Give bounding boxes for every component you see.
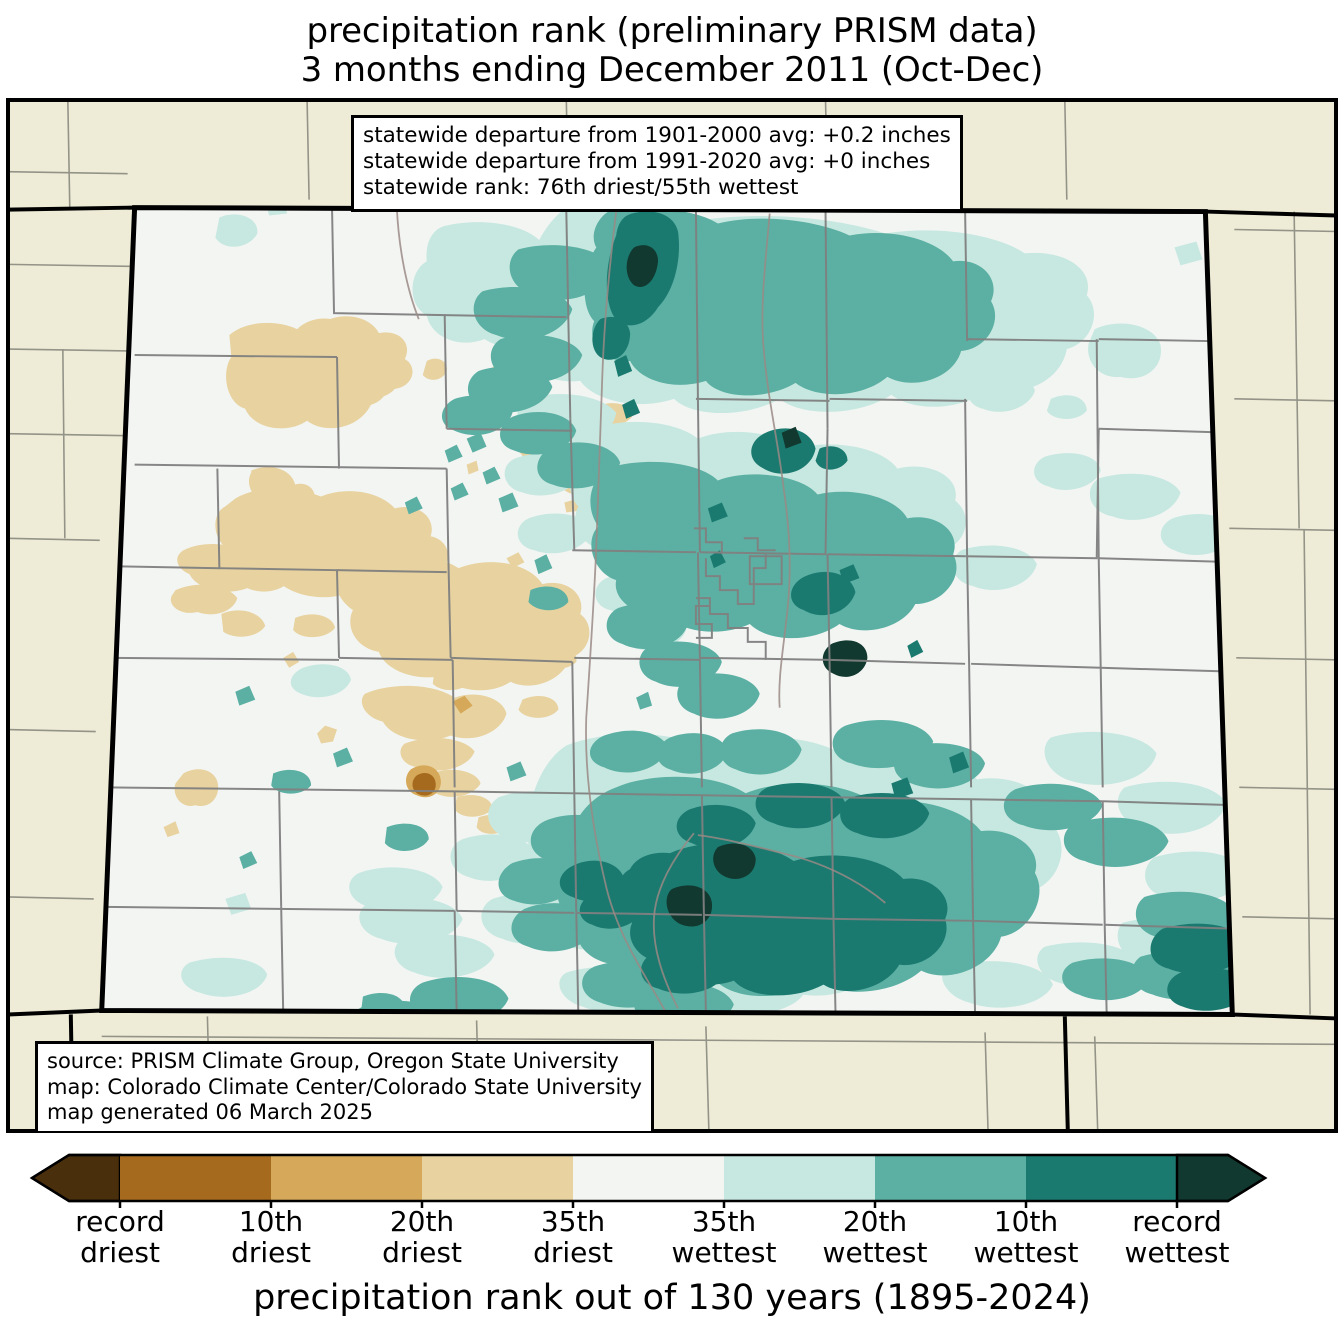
colorbar-swatch-near-normal [573,1155,724,1201]
colorbar-axis-title: precipitation rank out of 130 years (189… [253,1278,1091,1318]
colorbar-label-record-wettest: record wettest [1124,1205,1230,1270]
title-line-2: 3 months ending December 2011 (Oct-Dec) [300,49,1044,90]
rank-record-wettest-band [626,245,868,927]
colorbar-swatch-10th-driest [120,1155,271,1201]
colorbar-label-35th-wettest: 35th wettest [671,1205,777,1270]
colorbar [0,1148,1344,1208]
colorbar-swatch-35th-driest [422,1155,573,1201]
state-interior [101,207,1233,1015]
colorbar-label-record-driest: record driest [75,1205,165,1270]
colorbar-label-10th-driest: 10th driest [231,1205,311,1270]
colorbar-label-10th-wettest: 10th wettest [973,1205,1079,1270]
colorado-precipitation-rank-map [8,100,1336,1131]
colorbar-swatch-35th-wettest [724,1155,875,1201]
rivers [395,207,886,1013]
title-line-1: precipitation rank (preliminary PRISM da… [306,11,1038,51]
county-borders [103,207,1233,1015]
map-credit-line: map: Colorado Climate Center/Colorado St… [47,1074,642,1099]
source-attribution-box: source: PRISM Climate Group, Oregon Stat… [35,1041,654,1131]
colorbar-tick-labels: record driest 10th driest 20th driest 35… [0,1206,1344,1276]
map-frame-outline [8,100,1336,1131]
colorbar-outline [31,1153,1268,1203]
page-title: precipitation rank (preliminary PRISM da… [0,12,1344,90]
source-line: source: PRISM Climate Group, Oregon Stat… [47,1049,619,1073]
stat-departure-1991-2020: statewide departure from 1991-2020 avg: … [363,149,931,175]
colorbar-swatch-record-driest [29,1153,122,1203]
colorbar-ticks [118,1201,1179,1208]
colorbar-swatch-10th-wettest [1026,1155,1177,1201]
colorbar-swatch-20th-wettest [875,1155,1026,1201]
stat-departure-1901-2000: statewide departure from 1901-2000 avg: … [363,123,951,148]
colorbar-swatch-record-wettest [1175,1153,1268,1203]
statewide-stats-box: statewide departure from 1901-2000 avg: … [351,115,963,212]
map-canvas: statewide departure from 1901-2000 avg: … [6,98,1338,1133]
rank-10th-wettest-band [559,211,1233,1011]
stat-statewide-rank: statewide rank: 76th driest/55th wettest [363,175,799,201]
colorbar-swatch-20th-driest [271,1155,422,1201]
colorbar-label-20th-wettest: 20th wettest [822,1205,928,1270]
map-generated-line: map generated 06 March 2025 [47,1100,374,1125]
colorbar-svg [29,1153,1268,1208]
colorbar-label-20th-driest: 20th driest [382,1205,462,1270]
colorbar-label-35th-driest: 35th driest [533,1205,613,1270]
